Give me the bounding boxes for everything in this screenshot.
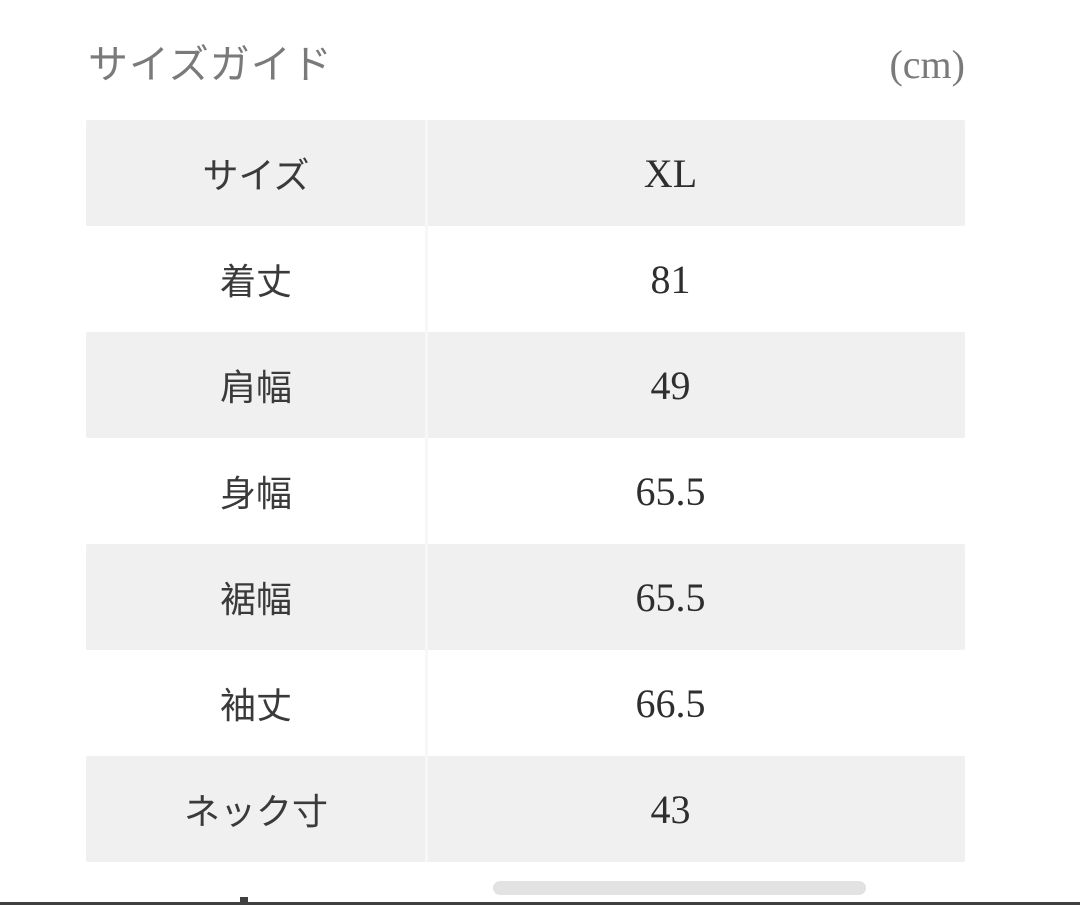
- row-label: 袖丈: [219, 685, 292, 726]
- unit-label: (cm): [889, 42, 965, 87]
- table-row: 肩幅 49: [86, 332, 965, 438]
- row-label: 身幅: [219, 473, 292, 514]
- table-row-header: サイズ XL: [86, 120, 965, 226]
- horizontal-scrollbar-thumb[interactable]: [493, 881, 866, 895]
- table-row: 裾幅 65.5: [86, 544, 965, 650]
- table-row: 着丈 81: [86, 226, 965, 332]
- row-value: XL: [643, 150, 698, 196]
- row-label: 裾幅: [219, 579, 292, 620]
- row-label: 着丈: [219, 261, 292, 302]
- table-row: 袖丈 66.5: [86, 650, 965, 756]
- table-row: ネック寸 43: [86, 756, 965, 862]
- page-title: サイズガイド: [88, 42, 333, 87]
- row-value: 43: [650, 786, 691, 832]
- row-label: ネック寸: [183, 791, 328, 832]
- row-value: 66.5: [635, 680, 706, 726]
- size-table: サイズ XL 着丈 81 肩幅 49 身幅 65.5 裾幅 65.5 袖丈 66…: [86, 120, 965, 862]
- row-label: 肩幅: [219, 367, 292, 408]
- row-value: 49: [650, 362, 691, 408]
- row-value: 65.5: [635, 468, 706, 514]
- bottom-edge-bar: [0, 902, 1080, 905]
- table-row: 身幅 65.5: [86, 438, 965, 544]
- row-value: 65.5: [635, 574, 706, 620]
- row-value: 81: [650, 256, 691, 302]
- bottom-edge-notch: [240, 897, 248, 902]
- row-label: サイズ: [202, 155, 310, 196]
